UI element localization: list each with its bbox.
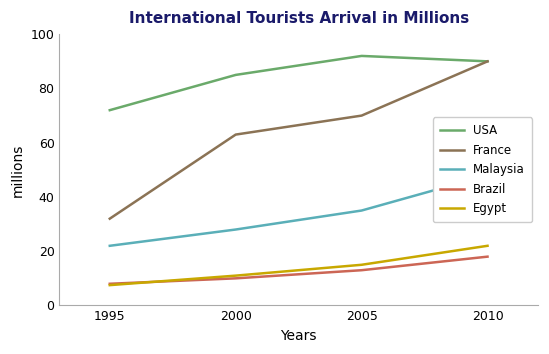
Line: USA: USA (110, 56, 488, 110)
USA (484, 59, 491, 63)
Line: Malaysia: Malaysia (110, 175, 488, 246)
Brazil (358, 268, 365, 272)
France (107, 217, 113, 221)
Malaysia (107, 244, 113, 248)
Egypt (107, 283, 113, 287)
Malaysia (484, 173, 491, 177)
Brazil (232, 276, 239, 280)
France (484, 59, 491, 63)
Line: Brazil: Brazil (110, 257, 488, 284)
Legend: USA, France, Malaysia, Brazil, Egypt: USA, France, Malaysia, Brazil, Egypt (433, 117, 532, 222)
Brazil (484, 255, 491, 259)
France (232, 132, 239, 137)
USA (232, 73, 239, 77)
Egypt (484, 244, 491, 248)
Malaysia (358, 209, 365, 213)
Malaysia (232, 227, 239, 232)
Brazil (107, 282, 113, 286)
Line: France: France (110, 61, 488, 219)
X-axis label: Years: Years (281, 329, 317, 343)
Egypt (358, 263, 365, 267)
Title: International Tourists Arrival in Millions: International Tourists Arrival in Millio… (128, 11, 469, 26)
Line: Egypt: Egypt (110, 246, 488, 285)
Egypt (232, 274, 239, 278)
France (358, 114, 365, 118)
USA (358, 54, 365, 58)
Y-axis label: millions: millions (11, 143, 25, 196)
USA (107, 108, 113, 112)
